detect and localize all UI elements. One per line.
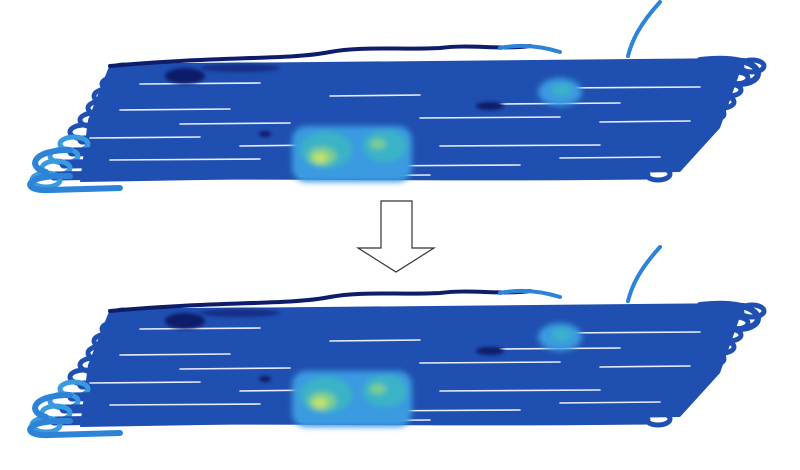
hotspot-upper-right [538,323,582,351]
lane-gap [439,389,601,392]
trajectory-lane [111,331,722,342]
trajectory-lane [111,86,722,97]
hotspot-main [292,371,412,427]
hotspot-upper-right [538,78,582,106]
lane-gap [109,158,261,161]
hotspot-main [292,126,412,182]
lane-gap [419,116,561,119]
trajectory-top-path [498,43,562,54]
lane-gap [139,327,261,330]
panel-before-trajectory-map [27,0,767,194]
lane-gap [559,331,701,334]
trajectory-top-path [498,288,562,299]
trajectory-loop-right [655,398,685,416]
trajectory-lane [119,74,729,85]
low-value-cluster [165,309,504,382]
lane-gap [559,156,661,159]
low-value-cluster [165,64,504,137]
trajectory-lane [105,343,715,354]
lane-gap [89,136,201,139]
trajectory-loop-right [697,55,761,88]
trajectory-loop-left [27,172,123,194]
lane-gap [419,361,561,364]
trajectory-exit-path [626,245,662,303]
trajectory-loop-right [667,141,697,159]
trajectory-loop-right [643,410,673,428]
trajectory-loop-right [643,165,673,183]
trajectory-loop-right [655,153,685,171]
lane-gap [439,144,601,147]
trajectory-loop-left [27,417,123,439]
lane-gap [139,82,261,85]
trajectory-lane [119,319,729,330]
trajectory-top-path [108,44,532,68]
trajectory-exit-path [626,0,662,58]
lane-gap [109,403,261,406]
lane-gap [329,94,421,97]
lane-gap [179,367,291,370]
trajectory-lane [97,110,705,121]
trajectory-loop-left [32,147,73,175]
panel-after-trajectory-map [27,245,767,439]
lane-gap [559,86,701,89]
trajectory-loop-right [737,57,767,75]
trajectory-lane [105,98,715,109]
lane-gap [89,381,201,384]
lane-gap [559,401,661,404]
lane-gap [329,339,421,342]
lane-gap [119,353,231,356]
trajectory-lane [97,355,705,366]
down-arrow-icon [355,200,437,273]
lane-gap [119,108,231,111]
trajectory-loop-right [737,302,767,320]
trajectory-top-path [108,289,532,313]
lane-gap [179,122,291,125]
trajectory-loop-left [32,392,73,420]
lane-gap [599,120,691,123]
trajectory-loop-right [697,300,761,333]
lane-gap [599,365,691,368]
trajectory-loop-right [667,386,697,404]
